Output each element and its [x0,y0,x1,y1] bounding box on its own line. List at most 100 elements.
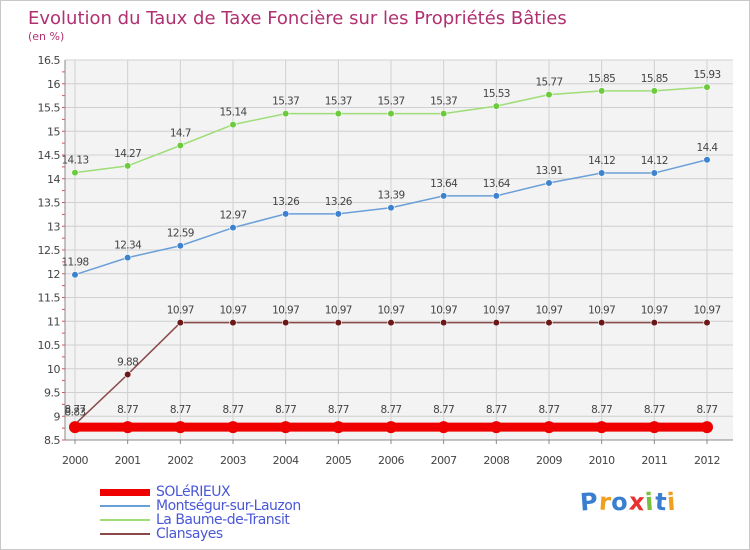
data-label: 8.77 [433,404,454,416]
proxiti-logo: Proxiti [579,487,677,517]
data-label: 10.97 [588,305,615,317]
y-tick-label: 13.5 [38,197,61,210]
data-label: 8.77 [539,404,560,416]
data-label: 9.88 [117,356,138,368]
data-label: 10.97 [430,305,457,317]
data-label: 10.97 [377,305,404,317]
data-label: 8.77 [644,404,665,416]
data-label: 8.77 [381,404,402,416]
data-point-la-baume-de-transit [387,110,395,118]
y-tick-label: 16 [47,78,60,91]
data-label: 8.77 [117,404,138,416]
x-tick-label: 2009 [536,454,562,467]
legend-swatch [100,488,150,496]
data-label: 10.97 [693,305,720,317]
y-tick-label: 8.5 [44,434,60,447]
data-label: 13.39 [377,190,404,202]
grid [65,59,733,441]
legend-label: La Baume-de-Transit [156,512,290,528]
data-label: 15.37 [430,96,457,108]
data-point-la-baume-de-transit [176,141,184,150]
data-label: 12.97 [219,210,246,222]
data-point-la-baume-de-transit [650,87,658,95]
data-point-la-baume-de-transit [124,162,132,170]
data-point-clansayes [492,319,500,327]
data-label: 15.93 [693,69,720,81]
y-tick-label: 14 [47,173,60,186]
x-tick-label: 2001 [115,454,141,467]
data-point-solerieux [227,421,239,434]
data-label: 11.98 [61,257,88,269]
data-point-solerieux [332,421,345,434]
x-tick-label: 2012 [694,454,720,467]
data-label: 15.85 [588,73,615,85]
data-point-la-baume-de-transit [440,110,448,118]
data-point-clansayes [440,319,448,327]
legend-item: Clansayes [100,527,301,541]
data-point-la-baume-de-transit [282,110,290,118]
data-label: 8.77 [591,404,612,416]
data-point-la-baume-de-transit [545,91,553,99]
series-group [69,83,713,434]
data-label: 14.12 [641,155,668,167]
data-point-clansayes [229,319,237,327]
y-tick-label: 16.5 [38,54,61,67]
data-point-solerieux [648,421,661,434]
data-point-clansayes [124,370,132,379]
data-label: 14.12 [588,155,615,167]
y-tick-label: 12 [47,268,60,281]
legend-swatch [100,505,150,507]
legend-label: Clansayes [156,526,223,542]
data-label: 15.37 [325,96,352,108]
data-labels: 8.77 8.77 8.77 8.77 8.77 8.77 8.77 8.77 8.77 8.77… [61,69,721,418]
data-point-la-baume-de-transit [334,110,342,118]
data-label: 13.26 [272,196,300,208]
data-label: 15.37 [272,96,299,108]
y-tick-label: 15.5 [38,102,61,115]
data-label: 8.77 [328,404,349,416]
axes: 8.5 9 9.5 10 10.5 11 11.5 12 12.5 13 13.5 14 14.5 15 1… [38,54,733,467]
data-point-montsegur-sur-lauzon [545,179,553,187]
data-label: 13.64 [430,178,458,190]
data-label: 13.64 [483,178,511,190]
data-label: 15.37 [377,96,404,108]
data-label: 8.77 [275,404,296,416]
data-point-solerieux [69,421,81,434]
data-point-montsegur-sur-lauzon [598,169,606,177]
y-tick-label: 9.5 [44,387,60,400]
data-point-solerieux [543,421,555,434]
data-label: 14.7 [170,128,191,140]
data-label: 10.97 [641,305,668,317]
data-label: 15.85 [641,73,668,85]
data-point-clansayes [650,319,658,327]
x-tick-label: 2005 [325,454,351,467]
data-point-solerieux [490,421,503,434]
data-point-clansayes [176,319,184,327]
y-tick-label: 10.5 [38,339,61,352]
x-tick-label: 2006 [378,454,404,467]
data-label: 15.14 [219,107,247,119]
data-label: 14.27 [114,148,141,160]
data-point-montsegur-sur-lauzon [282,210,290,218]
data-label: 8.83 [65,406,86,418]
data-label: 14.13 [61,155,88,167]
data-point-montsegur-sur-lauzon [124,254,132,262]
x-tick-label: 2010 [589,454,615,467]
legend: SOLéRIEUX Montségur-sur-Lauzon La Baume-de… [100,485,301,541]
y-tick-label: 10 [47,363,60,376]
data-label: 13.91 [535,165,562,177]
y-tick-label: 13 [47,220,60,233]
data-point-la-baume-de-transit [492,102,500,110]
data-point-la-baume-de-transit [71,168,79,177]
x-tick-label: 2008 [483,454,509,467]
legend-swatch [100,533,150,535]
chart-title: Evolution du Taux de Taxe Foncière sur l… [28,8,567,29]
data-point-clansayes [598,319,606,327]
data-label: 10.97 [535,305,562,317]
data-point-montsegur-sur-lauzon [176,242,184,250]
data-point-clansayes [334,319,342,327]
logo-letter: P [579,487,600,517]
data-label: 10.97 [325,305,352,317]
data-label: 10.97 [219,305,246,317]
